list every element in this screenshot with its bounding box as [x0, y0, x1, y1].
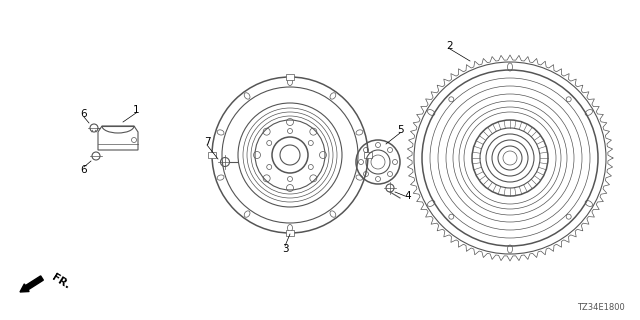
- Text: 3: 3: [282, 244, 288, 254]
- Text: 2: 2: [447, 41, 453, 51]
- FancyBboxPatch shape: [364, 152, 372, 158]
- Text: 6: 6: [81, 109, 87, 119]
- Text: TZ34E1800: TZ34E1800: [577, 303, 625, 312]
- Text: 4: 4: [404, 191, 412, 201]
- FancyBboxPatch shape: [286, 74, 294, 80]
- FancyBboxPatch shape: [208, 152, 216, 158]
- Text: 5: 5: [397, 125, 403, 135]
- FancyBboxPatch shape: [286, 230, 294, 236]
- Text: 1: 1: [132, 105, 140, 115]
- Text: 7: 7: [204, 137, 211, 147]
- Text: 6: 6: [81, 165, 87, 175]
- Text: FR.: FR.: [50, 273, 72, 292]
- FancyArrow shape: [20, 276, 44, 292]
